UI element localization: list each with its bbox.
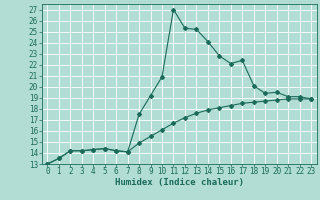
X-axis label: Humidex (Indice chaleur): Humidex (Indice chaleur): [115, 178, 244, 187]
